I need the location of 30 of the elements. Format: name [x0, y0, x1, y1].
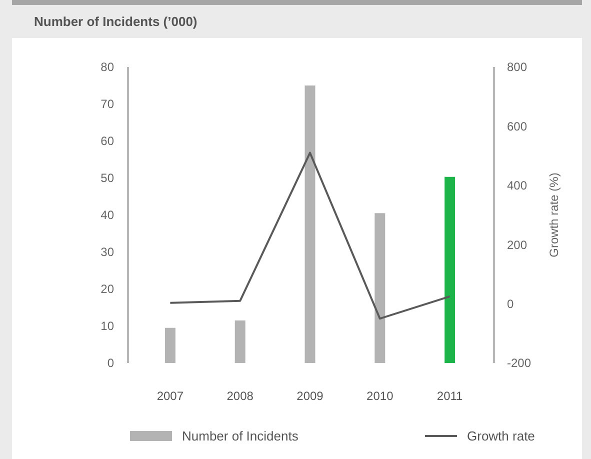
bar: [304, 86, 316, 363]
x-tick-label: 2009: [296, 389, 324, 403]
legend-label: Growth rate: [467, 428, 535, 444]
y2-axis-title: Growth rate (%): [547, 172, 561, 258]
y2-tick-label: 600: [507, 119, 528, 134]
chart-title: Number of Incidents (’000): [34, 14, 198, 29]
y-tick-label: 80: [100, 60, 114, 74]
legend-label: Number of Incidents: [182, 428, 299, 444]
x-tick-label: 2007: [156, 389, 184, 403]
y-tick-label: 10: [100, 319, 114, 334]
y2-tick-label: 200: [507, 238, 528, 252]
y-tick-label: 0: [107, 356, 114, 370]
x-tick-label: 2011: [436, 389, 464, 403]
y-tick-label: 30: [100, 245, 114, 260]
y2-tick-label: 800: [507, 60, 528, 74]
bar: [374, 213, 386, 363]
y-tick-label: 60: [100, 134, 114, 148]
x-tick-label: 2008: [226, 389, 254, 403]
y2-tick-label: 400: [507, 178, 528, 193]
y-tick-label: 50: [100, 171, 114, 186]
y-tick-label: 40: [100, 208, 114, 222]
y-tick-label: 20: [100, 282, 114, 296]
x-tick-label: 2010: [366, 389, 394, 403]
bar: [164, 328, 176, 363]
bar: [444, 176, 456, 363]
y2-tick-label: -200: [507, 356, 532, 370]
y-tick-label: 70: [100, 97, 114, 112]
bar: [234, 320, 246, 363]
line-series: [169, 152, 451, 320]
y2-tick-label: 0: [507, 297, 514, 311]
